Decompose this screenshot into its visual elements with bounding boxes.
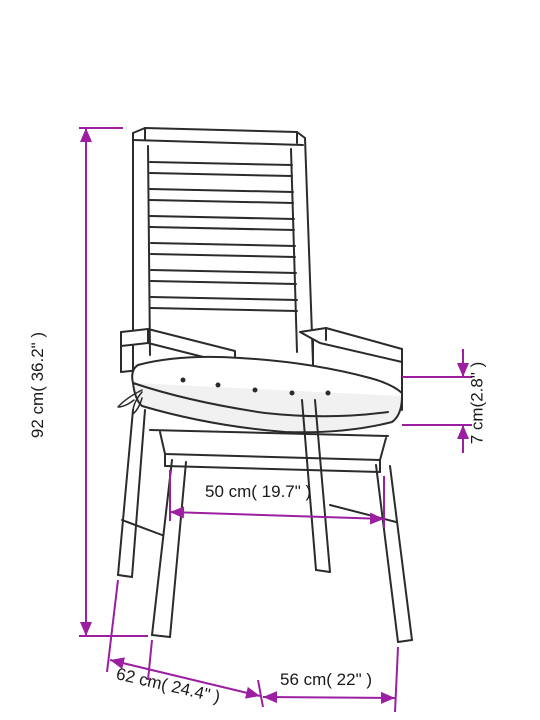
chair-drawing xyxy=(0,0,540,720)
label-seat-depth: 50 cm( 19.7" ) xyxy=(205,482,311,502)
label-cushion-height: 7 cm(2.8" ) xyxy=(467,362,487,445)
diagram-canvas: 92 cm( 36.2" ) 62 cm( 24.4" ) 56 cm( 22"… xyxy=(0,0,540,720)
label-width: 56 cm( 22" ) xyxy=(280,670,372,690)
label-height: 92 cm( 36.2" ) xyxy=(28,332,48,438)
